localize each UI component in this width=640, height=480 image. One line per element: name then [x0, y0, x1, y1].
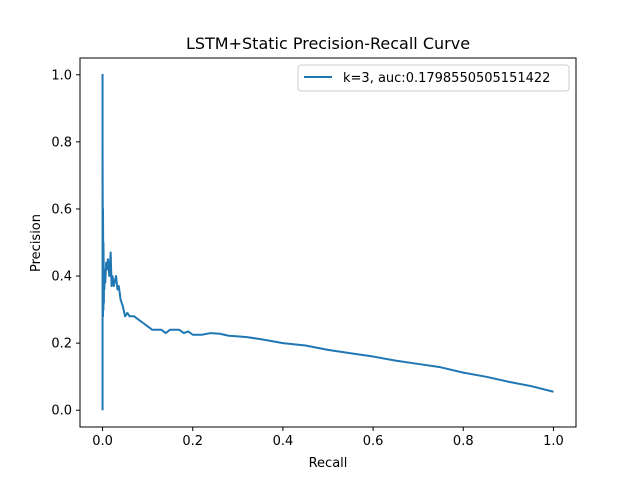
x-tick-label: 0.2 — [182, 434, 203, 449]
x-axis-label: Recall — [309, 456, 348, 471]
y-tick-label: 0.2 — [51, 337, 72, 352]
x-tick-label: 0.0 — [92, 434, 113, 449]
plot-area — [101, 73, 554, 411]
y-axis-label: Precision — [29, 214, 44, 272]
y-tick-label: 0.8 — [51, 135, 72, 150]
x-tick-label: 0.4 — [273, 434, 294, 449]
x-tick-label: 0.6 — [363, 434, 384, 449]
legend-label: k=3, auc:0.1798550505151422 — [343, 71, 550, 86]
y-tick-label: 0.4 — [51, 270, 72, 285]
legend-box — [297, 64, 570, 92]
legend: k=3, auc:0.1798550505151422 — [297, 64, 570, 92]
chart-title: LSTM+Static Precision-Recall Curve — [186, 34, 470, 53]
plot-frame — [79, 57, 577, 428]
series-line-0 — [101, 73, 554, 411]
y-axis: 0.0 0.2 0.4 0.6 0.8 1.0 — [51, 68, 80, 419]
x-tick-label: 1.0 — [543, 434, 564, 449]
y-tick-label: 0.6 — [51, 202, 72, 217]
x-axis: 0.0 0.2 0.4 0.6 0.8 1.0 — [92, 427, 564, 449]
x-tick-label: 0.8 — [453, 434, 474, 449]
y-tick-label: 1.0 — [51, 68, 72, 83]
y-tick-label: 0.0 — [51, 404, 72, 419]
